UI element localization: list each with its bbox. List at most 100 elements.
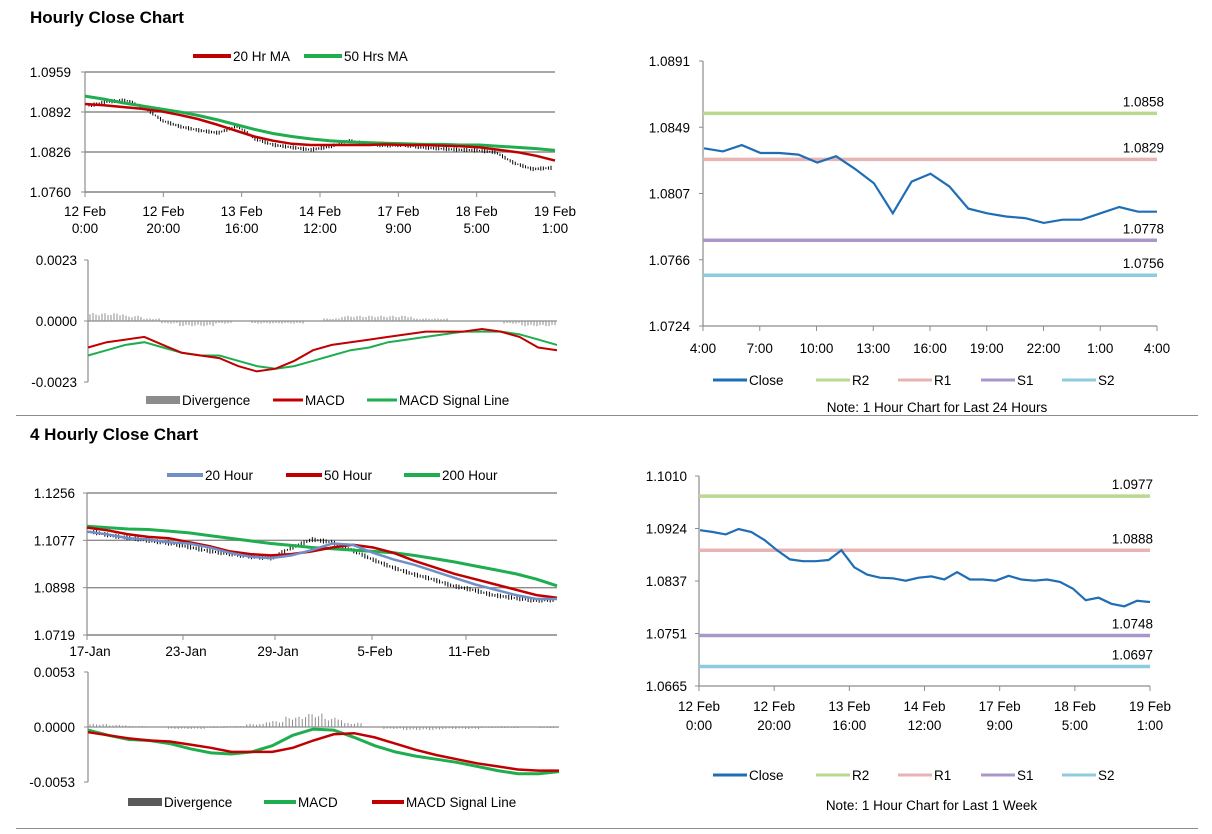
x-tick-label-date: 14 Feb: [299, 204, 341, 219]
ma-200-line: [86, 524, 558, 588]
legend-ma20-label: 20 Hr MA: [233, 49, 290, 64]
x-tick-label-time: 16:00: [225, 221, 259, 236]
x-tick-label: 11-Feb: [448, 644, 490, 659]
x-tick-label-date: 18 Feb: [456, 204, 498, 219]
y-tick-label: 1.0837: [646, 574, 687, 589]
y-tick-label: 1.0924: [646, 522, 688, 537]
x-tick-label-date: 13 Feb: [828, 699, 870, 714]
x-tick-label-time: 5:00: [1062, 718, 1088, 733]
level-s1-label: 1.0778: [1123, 221, 1164, 236]
level-r2-label: 1.0977: [1112, 477, 1153, 492]
x-tick-label-date: 13 Feb: [221, 204, 263, 219]
legend-macd-signal-label: MACD Signal Line: [399, 393, 509, 408]
x-tick-label: 19:00: [970, 341, 1004, 356]
level-s2-label: 1.0697: [1112, 648, 1153, 663]
x-tick-label: 22:00: [1027, 341, 1061, 356]
y-tick-label: 1.0891: [649, 54, 690, 69]
y-tick-label: -0.0023: [31, 375, 77, 390]
legend-macd-label: MACD: [305, 393, 345, 408]
legend-r2-label: R2: [852, 373, 869, 388]
close-line: [699, 527, 1151, 608]
legend-macd-label: MACD: [298, 795, 338, 810]
level-s1-label: 1.0748: [1112, 616, 1153, 631]
legend-s2-label: S2: [1098, 373, 1115, 388]
x-tick-label-time: 1:00: [1137, 718, 1163, 733]
legend-divergence-swatch: [128, 798, 162, 806]
chart-note: Note: 1 Hour Chart for Last 1 Week: [826, 798, 1038, 813]
x-tick-label: 17-Jan: [69, 644, 110, 659]
x-tick-label-date: 18 Feb: [1054, 699, 1096, 714]
y-tick-label: 1.0807: [649, 187, 690, 202]
y-tick-label: 1.0724: [649, 319, 691, 334]
macd-signal-line: [87, 330, 558, 370]
legend-200-hour-label: 200 Hour: [442, 468, 498, 483]
x-tick-label-date: 14 Feb: [903, 699, 945, 714]
y-tick-label: 1.0665: [646, 679, 687, 694]
x-tick-label-time: 16:00: [832, 718, 866, 733]
y-tick-label: 0.0053: [34, 665, 75, 680]
y-tick-label: 1.0898: [34, 581, 75, 596]
legend-macd-signal-label: MACD Signal Line: [406, 795, 516, 810]
x-tick-label: 16:00: [913, 341, 947, 356]
x-tick-label-date: 12 Feb: [753, 699, 795, 714]
level-r1-label: 1.0888: [1112, 531, 1153, 546]
legend-r2-label: R2: [852, 768, 869, 783]
x-tick-label: 10:00: [800, 341, 834, 356]
x-tick-label-date: 12 Feb: [64, 204, 106, 219]
legend-close-label: Close: [749, 768, 784, 783]
y-tick-label: 1.0760: [30, 185, 71, 200]
legend-divergence-label: Divergence: [164, 795, 232, 810]
level-s2-label: 1.0756: [1123, 256, 1164, 271]
x-tick-label-time: 12:00: [303, 221, 337, 236]
y-tick-label: 1.1256: [34, 486, 75, 501]
macd-line: [87, 327, 558, 373]
y-tick-label: 1.0719: [34, 628, 75, 643]
x-tick-label: 23-Jan: [165, 644, 206, 659]
y-tick-label: -0.0053: [29, 775, 75, 790]
x-tick-label-time: 0:00: [72, 221, 98, 236]
x-tick-label-date: 12 Feb: [142, 204, 184, 219]
x-tick-label: 5-Feb: [357, 644, 392, 659]
x-tick-label: 13:00: [856, 341, 890, 356]
legend-r1-label: R1: [934, 768, 951, 783]
macd-signal-line: [87, 730, 559, 772]
x-tick-label: 4:00: [1144, 341, 1170, 356]
x-tick-label-date: 17 Feb: [979, 699, 1021, 714]
ma-50-line: [84, 94, 556, 152]
x-tick-label-time: 20:00: [757, 718, 791, 733]
y-tick-label: 1.0892: [30, 105, 71, 120]
four-hourly-section-title: 4 Hourly Close Chart: [30, 425, 199, 444]
x-tick-label-date: 19 Feb: [1129, 699, 1171, 714]
y-tick-label: 1.0826: [30, 145, 71, 160]
x-tick-label: 7:00: [747, 341, 773, 356]
x-tick-label-time: 1:00: [542, 221, 568, 236]
x-tick-label-date: 19 Feb: [534, 204, 576, 219]
level-r1-label: 1.0829: [1123, 140, 1164, 155]
x-tick-label-time: 20:00: [146, 221, 180, 236]
y-tick-label: 1.1077: [34, 533, 75, 548]
section-divider: [16, 415, 1198, 416]
y-tick-label: 1.0766: [649, 253, 690, 268]
ma-20-line: [84, 102, 556, 162]
chart-note: Note: 1 Hour Chart for Last 24 Hours: [827, 400, 1048, 415]
x-tick-label-date: 17 Feb: [377, 204, 419, 219]
y-tick-label: 0.0000: [36, 314, 77, 329]
legend-s1-label: S1: [1017, 373, 1034, 388]
legend-s2-label: S2: [1098, 768, 1115, 783]
legend-s1-label: S1: [1017, 768, 1034, 783]
x-tick-label-time: 9:00: [385, 221, 411, 236]
y-tick-label: 1.0849: [649, 120, 690, 135]
legend-ma50-label: 50 Hrs MA: [344, 49, 408, 64]
close-line: [703, 143, 1157, 225]
legend-50-hour-label: 50 Hour: [324, 468, 373, 483]
x-tick-label: 1:00: [1087, 341, 1113, 356]
y-tick-label: 0.0023: [36, 253, 77, 268]
hourly-section-title: Hourly Close Chart: [30, 8, 184, 27]
y-tick-label: 1.0959: [30, 65, 71, 80]
ma-20-line: [86, 530, 557, 601]
x-tick-label: 4:00: [690, 341, 716, 356]
y-tick-label: 1.0751: [646, 627, 687, 642]
macd-line: [87, 727, 560, 776]
level-r2-label: 1.0858: [1123, 94, 1164, 109]
